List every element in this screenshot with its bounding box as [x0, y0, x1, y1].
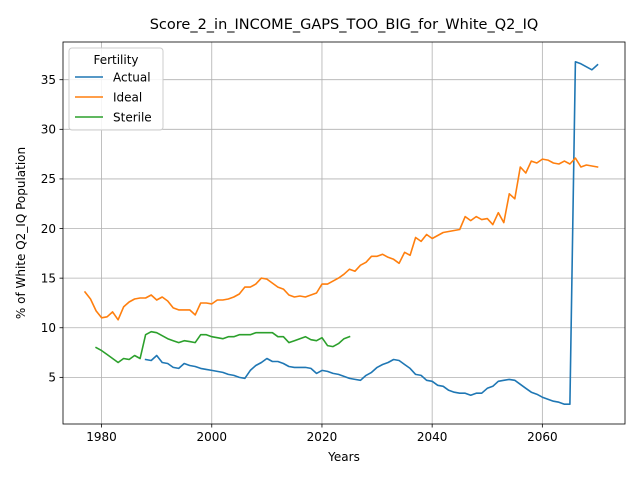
x-tick-label: 2000 [196, 430, 227, 444]
legend-label-actual: Actual [113, 70, 151, 84]
grid [63, 42, 625, 424]
y-tick-label: 25 [41, 172, 56, 186]
series-line-actual [144, 60, 599, 406]
chart-title: Score_2_in_INCOME_GAPS_TOO_BIG_for_White… [150, 17, 539, 33]
legend-label-sterile: Sterile [113, 110, 152, 124]
legend: Fertility Actual Ideal Sterile [68, 47, 164, 131]
series-line-ideal [83, 157, 599, 321]
x-axis-label: Years [327, 450, 360, 464]
y-tick-label: 15 [41, 271, 56, 285]
x-tick-label: 2060 [527, 430, 558, 444]
x-tick-label: 2020 [307, 430, 338, 444]
legend-items: Actual Ideal Sterile [75, 70, 152, 124]
y-tick-label: 5 [48, 371, 56, 385]
series-group [83, 60, 599, 406]
x-axis-ticks: 1980 2000 2020 2040 2060 [86, 424, 558, 444]
y-tick-label: 35 [41, 73, 56, 87]
legend-title: Fertility [93, 53, 138, 67]
plot-frame [62, 41, 626, 425]
x-tick-label: 1980 [86, 430, 117, 444]
x-tick-label: 2040 [417, 430, 448, 444]
y-axis-label: % of White Q2_IQ Population [14, 147, 28, 319]
legend-label-ideal: Ideal [113, 90, 142, 104]
series-line-sterile [95, 330, 351, 364]
legend-box [68, 47, 164, 131]
y-tick-label: 20 [41, 222, 56, 236]
y-tick-label: 10 [41, 321, 56, 335]
y-tick-label: 30 [41, 123, 56, 137]
y-axis-ticks: 5 10 15 20 25 30 35 [41, 73, 63, 385]
